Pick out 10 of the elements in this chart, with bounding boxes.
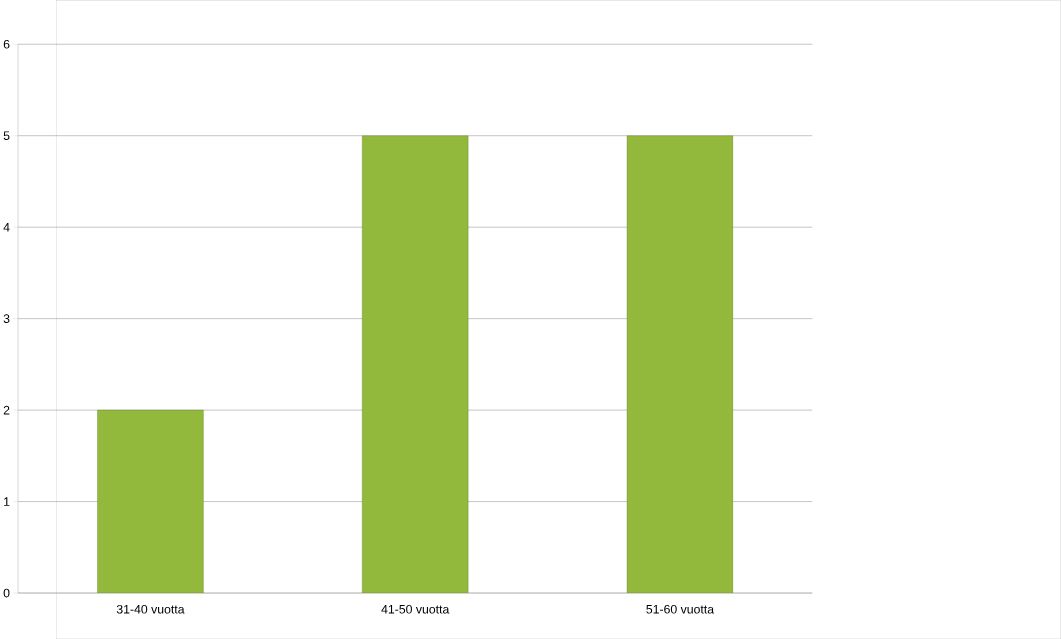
- x-tick-label: 51-60 vuotta: [646, 604, 715, 614]
- y-tick-label: 5: [3, 131, 10, 140]
- y-tick-label: 3: [3, 314, 10, 323]
- y-tick-label: 1: [4, 497, 10, 506]
- y-tick-label: 2: [3, 405, 10, 415]
- y-tick-label: 0: [3, 588, 10, 598]
- y-tick-label: 4: [3, 222, 10, 232]
- x-tick-label: 31-40 vuotta: [116, 604, 185, 614]
- y-tick-label: 6: [3, 39, 10, 49]
- x-tick-label: 41-50 vuotta: [381, 604, 450, 614]
